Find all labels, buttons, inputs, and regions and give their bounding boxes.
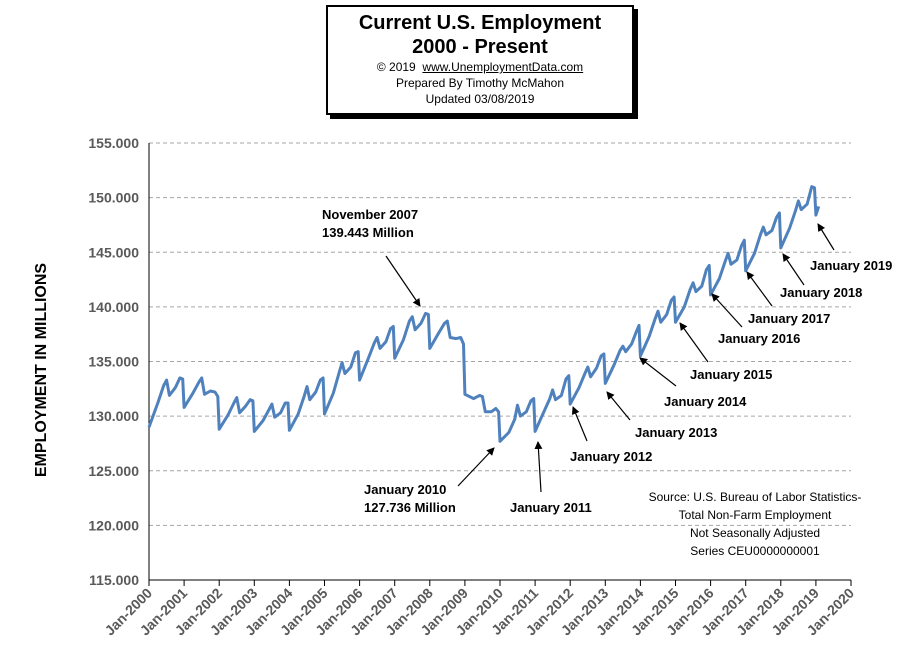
annotation-arrow xyxy=(746,271,773,307)
y-tick-label: 125.000 xyxy=(88,463,139,479)
annotation-arrow xyxy=(679,322,709,363)
annotation-label: January 2011 xyxy=(510,500,592,515)
annotation-label: January 2015 xyxy=(690,367,772,382)
prepared-by: Prepared By Timothy McMahon xyxy=(395,76,565,90)
annotation-arrow xyxy=(385,255,421,307)
website-link[interactable]: www.UnemploymentData.com xyxy=(422,60,584,74)
annotation-label: January 2012 xyxy=(570,449,652,464)
annotation-arrow xyxy=(639,357,677,387)
source-line-3: Not Seasonally Adjusted xyxy=(689,526,821,540)
y-tick-label: 135.000 xyxy=(88,354,139,370)
source-note: Source: U.S. Bureau of Labor Statistics-… xyxy=(640,488,870,560)
y-tick-label: 115.000 xyxy=(89,572,139,588)
copyright-text: © 2019 xyxy=(376,60,416,74)
annotation-label: January 2016 xyxy=(718,331,800,346)
annotation-arrow xyxy=(457,447,495,487)
annotation-label: January 2019 xyxy=(810,258,892,273)
chart-subtitle: 2000 - Present xyxy=(412,36,548,58)
annotation-label: January 2010 xyxy=(364,482,446,497)
chart-title-box: Current U.S. Employment 2000 - Present ©… xyxy=(326,5,634,115)
annotation-label: 139.443 Million xyxy=(322,225,414,240)
copyright-line: © 2019 www.UnemploymentData.com xyxy=(328,59,632,75)
source-line-2: Total Non-Farm Employment xyxy=(678,508,832,522)
y-axis-label: EMPLOYMENT IN MILLIONS xyxy=(33,262,50,478)
y-tick-label: 130.000 xyxy=(88,408,139,424)
annotation-arrow xyxy=(711,293,743,328)
annotation-label: January 2013 xyxy=(635,425,717,440)
updated-date: Updated 03/08/2019 xyxy=(425,92,535,106)
annotation-label: January 2017 xyxy=(748,311,830,326)
annotation-arrow xyxy=(782,253,805,286)
annotation-label: November 2007 xyxy=(322,207,418,222)
y-axis-label-wrap: EMPLOYMENT IN MILLIONS xyxy=(28,240,56,500)
annotation-label: 127.736 Million xyxy=(364,500,456,515)
y-tick-label: 120.000 xyxy=(88,517,139,533)
annotation-arrow xyxy=(534,441,543,493)
annotation-arrow xyxy=(817,223,835,251)
employment-series-line xyxy=(147,185,821,443)
chart-title: Current U.S. Employment xyxy=(358,12,602,34)
annotation-label: January 2018 xyxy=(780,285,862,300)
annotation-arrow xyxy=(571,406,588,442)
annotation-arrow xyxy=(606,391,631,421)
y-tick-label: 145.000 xyxy=(88,244,139,260)
source-line-1: Source: U.S. Bureau of Labor Statistics- xyxy=(648,490,862,504)
source-line-4: Series CEU0000000001 xyxy=(690,544,820,558)
y-tick-label: 140.000 xyxy=(88,299,139,315)
y-tick-label: 150.000 xyxy=(88,190,139,206)
y-tick-label: 155.000 xyxy=(88,135,139,151)
annotation-label: January 2014 xyxy=(664,394,747,409)
